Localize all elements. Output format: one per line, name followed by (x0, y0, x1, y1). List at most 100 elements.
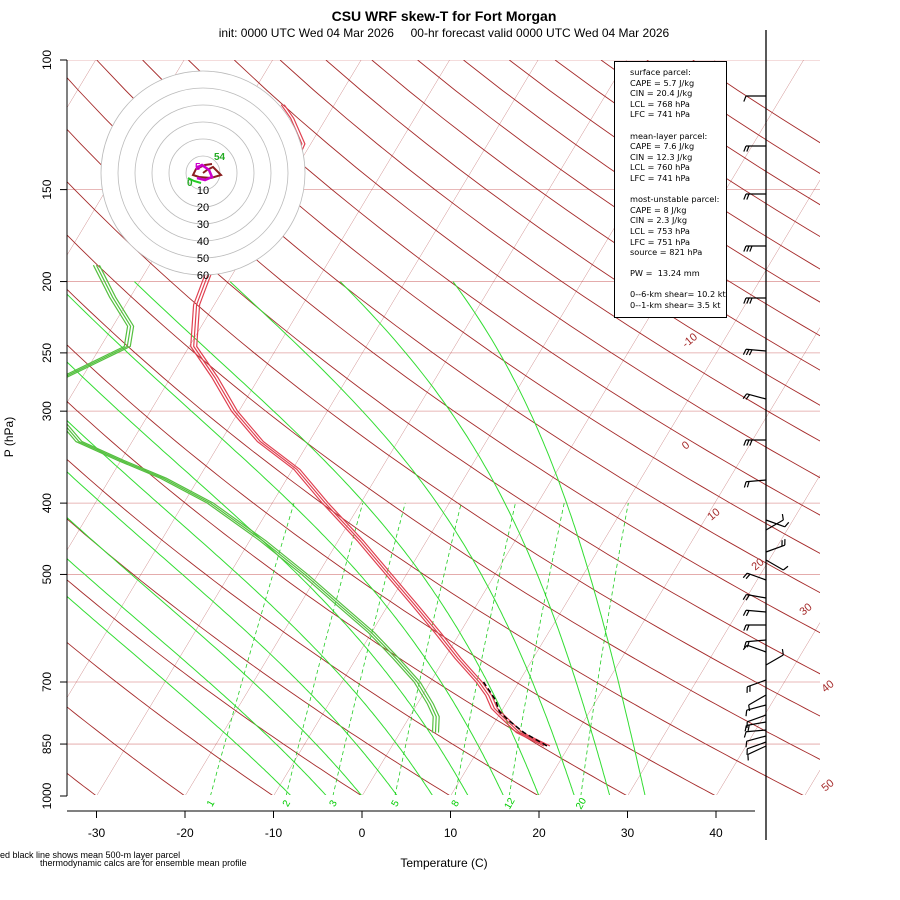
wind-barb (765, 519, 784, 531)
moist-adiabat (67, 595, 291, 795)
wind-barb (765, 559, 784, 571)
surface-cin: CIN = 20.4 J/kg (630, 88, 693, 99)
mixing-ratio-label: 8 (450, 798, 463, 809)
mean-layer-parcel-stats: mean-layer parcel: CAPE = 7.6 J/kg CIN =… (630, 131, 726, 184)
y-tick-label: 500 (40, 564, 54, 584)
wind-barb-flag (742, 393, 748, 400)
hodograph-ring-label: 50 (197, 253, 209, 265)
hodograph-ring-label: 60 (197, 270, 209, 282)
hodograph-point-label: 5 (195, 162, 201, 173)
wind-barb-flag (782, 565, 789, 571)
isotherm (893, 60, 900, 796)
wind-barb (746, 704, 767, 711)
wind-barb-flag (749, 297, 753, 304)
wind-barb-flag (745, 394, 751, 400)
shear-stats: 0--6-km shear= 10.2 kt 0--1-km shear= 3.… (630, 289, 726, 310)
mixing-ratio-label: 3 (328, 798, 341, 809)
wind-barb-flag (747, 724, 750, 731)
dry-adiabat (325, 60, 820, 406)
hodograph-point-label: 0 (187, 178, 193, 189)
isotherm (67, 60, 450, 699)
parcel-stats-box: surface parcel: CAPE = 5.7 J/kg CIN = 20… (614, 61, 727, 318)
wind-barb (765, 544, 785, 553)
moist-adiabat (229, 281, 575, 795)
moist-adiabat (452, 281, 646, 795)
hodograph-ring (117, 87, 289, 259)
dry-adiabat (67, 77, 820, 634)
most-unstable-cape: CAPE = 8 J/kg (630, 204, 687, 215)
wind-barb-flag (746, 145, 750, 152)
x-tick-label: 0 (359, 826, 366, 840)
moist-adiabat (67, 471, 398, 795)
mean-layer-lfc: LFC = 741 hPa (630, 172, 691, 183)
dry-adiabat (279, 60, 820, 442)
parcel-line (482, 681, 548, 747)
wind-barb-flag (784, 521, 790, 528)
x-axis-label: Temperature (C) (400, 856, 487, 870)
x-axis-ticks: -30 -20 -10 0 10 20 30 40 (88, 811, 723, 840)
mixing-ratio-labels: 1 2 3 5 8 12 20 (205, 796, 589, 812)
isotherm-label: 20 (750, 556, 767, 573)
y-tick-label: 250 (40, 343, 54, 363)
wind-barb-flag (746, 297, 750, 304)
wind-barb-flag (743, 439, 747, 446)
hodograph-ring (168, 138, 238, 208)
wind-barb (747, 572, 767, 581)
wind-barb (765, 654, 784, 666)
hodograph-ring-label: 10 (197, 185, 209, 197)
surface-parcel-stats: surface parcel: CAPE = 5.7 J/kg CIN = 20… (630, 67, 726, 120)
wind-barb (747, 741, 767, 750)
y-tick-label: 850 (40, 734, 54, 754)
wind-barb (746, 609, 767, 613)
wind-barb (747, 679, 767, 688)
background-lines (67, 60, 900, 796)
most-unstable-parcel-heading: most-unstable parcel: (630, 194, 720, 205)
wind-barb-flag (745, 594, 750, 601)
dewpoint-line (67, 264, 440, 733)
isotherm (185, 60, 627, 795)
dry-adiabat (142, 60, 820, 554)
hodograph-trace-upper (195, 163, 214, 182)
footnote-ensemble: thermodynamic calcs are for ensemble mea… (40, 858, 247, 868)
wind-barb-flag (743, 145, 747, 152)
shear-0-6km: 0--6-km shear= 10.2 kt (630, 289, 726, 300)
wind-barb-flag (745, 741, 748, 748)
wind-barb-flag (742, 594, 747, 600)
chart-title: CSU WRF skew-T for Fort Morgan (332, 8, 557, 24)
isotherm-label: 50 (820, 777, 837, 794)
dry-adiabat (67, 458, 539, 795)
mixing-ratio-label: 5 (390, 798, 403, 809)
y-tick-label: 100 (40, 50, 54, 70)
wind-barb (746, 348, 767, 352)
wind-barb-flag (742, 348, 747, 355)
hodograph-ring-label: 20 (197, 202, 209, 214)
hodograph-trace-lower (187, 177, 202, 184)
wind-barb-flag (742, 644, 748, 651)
dry-adiabat (67, 579, 362, 795)
dry-adiabat (233, 60, 820, 479)
wind-barb-flag (742, 609, 747, 616)
dry-adiabat (371, 60, 820, 371)
wind-barb (747, 714, 767, 723)
wind-barb-flag (743, 95, 747, 102)
dry-adiabat (67, 772, 96, 795)
mixing-ratio-line (454, 503, 516, 795)
wind-barb-flag (746, 193, 750, 200)
most-unstable-parcel-stats: most-unstable parcel: CAPE = 8 J/kg CIN … (630, 194, 726, 258)
wind-barb-flag (743, 297, 747, 304)
x-tick-label: 10 (444, 826, 458, 840)
wind-barb-flag (746, 641, 750, 648)
x-tick-label: -10 (265, 826, 283, 840)
dry-adiabat (67, 400, 627, 795)
moist-adiabat (67, 419, 433, 795)
y-tick-label: 200 (40, 271, 54, 291)
dry-adiabat (67, 344, 716, 795)
y-tick-label: 150 (40, 179, 54, 199)
mean-layer-cin: CIN = 12.3 J/kg (630, 151, 693, 162)
isotherm (362, 60, 804, 795)
most-unstable-lcl: LCL = 753 hPa (630, 225, 690, 236)
isotherm-label: 40 (820, 678, 837, 695)
most-unstable-source: source = 821 hPa (630, 247, 703, 258)
mean-layer-lcl: LCL = 760 hPa (630, 162, 690, 173)
